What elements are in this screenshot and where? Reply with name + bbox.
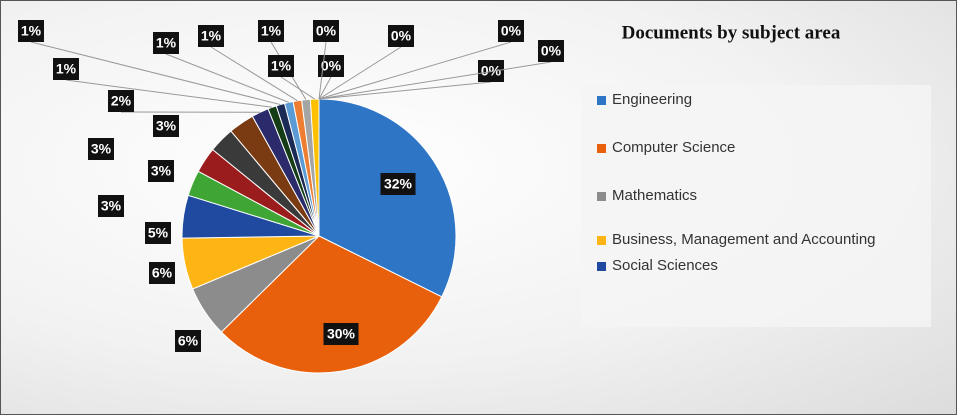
legend-item: Business, Management and Accounting: [597, 229, 917, 251]
data-label: 30%: [327, 326, 356, 342]
leader-line: [318, 61, 552, 100]
data-label: 1%: [156, 35, 177, 51]
leader-line: [318, 76, 332, 100]
data-label: 6%: [152, 265, 173, 281]
data-label: 0%: [391, 28, 412, 44]
chart-title: Documents by subject area: [622, 22, 841, 43]
data-label-box: [175, 330, 201, 352]
pie-slice: [220, 235, 443, 374]
legend-swatch: [597, 144, 606, 153]
data-label: 32%: [384, 176, 413, 192]
data-label-box: [145, 222, 171, 244]
legend-swatch: [597, 192, 606, 201]
data-label: 3%: [156, 118, 177, 134]
legend-item: Mathematics: [597, 185, 917, 207]
data-label-box: [53, 58, 79, 80]
data-label-box: [153, 115, 179, 137]
data-label-box: [18, 20, 44, 42]
data-label-box: [318, 55, 344, 77]
data-label: 0%: [321, 58, 342, 74]
leader-line: [318, 81, 492, 100]
data-label-box: [478, 60, 504, 82]
legend-item: Computer Science: [597, 137, 917, 159]
legend-swatch: [597, 262, 606, 271]
data-label: 0%: [541, 43, 562, 59]
leader-line: [165, 53, 290, 103]
legend: Engineering Computer Science Mathematics Bu…: [581, 85, 931, 327]
data-label: 6%: [178, 333, 199, 349]
legend-label: Social Sciences: [612, 257, 718, 274]
data-label: 0%: [316, 23, 337, 39]
data-label: 2%: [111, 93, 132, 109]
leader-line: [65, 79, 273, 108]
pie-slice: [318, 98, 457, 298]
data-label-box: [268, 55, 294, 77]
leader-line: [318, 41, 512, 100]
legend-swatch: [597, 236, 606, 245]
data-label-box: [323, 323, 359, 345]
leader-line: [318, 41, 327, 100]
leader-line: [30, 41, 281, 106]
legend-label: Business, Management and Accounting: [612, 231, 876, 248]
data-label: 3%: [91, 141, 112, 157]
leader-line: [280, 76, 315, 100]
leader-line: [210, 46, 298, 102]
data-label-box: [98, 195, 124, 217]
legend-label: Computer Science: [612, 139, 736, 156]
data-label-box: [149, 262, 175, 284]
data-label-box: [498, 20, 524, 42]
leader-line: [318, 46, 402, 100]
data-label: 0%: [481, 63, 502, 79]
data-label-box: [388, 25, 414, 47]
data-label: 1%: [21, 23, 42, 39]
data-label: 1%: [56, 61, 77, 77]
data-label-box: [538, 40, 564, 62]
legend-item: Social Sciences: [597, 255, 917, 277]
legend-swatch: [597, 96, 606, 105]
data-label: 3%: [101, 198, 122, 214]
data-label-box: [380, 173, 416, 195]
data-label-box: [88, 138, 114, 160]
data-label: 0%: [501, 23, 522, 39]
data-label: 1%: [271, 58, 292, 74]
data-label-box: [258, 20, 284, 42]
data-label: 1%: [261, 23, 282, 39]
data-label-box: [198, 25, 224, 47]
data-label: 3%: [151, 163, 172, 179]
data-label-box: [108, 90, 134, 112]
data-label: 1%: [201, 28, 222, 44]
data-label-box: [153, 32, 179, 54]
data-label-box: [148, 160, 174, 182]
legend-item: Engineering: [597, 89, 917, 111]
legend-label: Engineering: [612, 91, 693, 108]
legend-label: Mathematics: [612, 187, 698, 204]
data-label-box: [313, 20, 339, 42]
data-label: 5%: [148, 225, 169, 241]
